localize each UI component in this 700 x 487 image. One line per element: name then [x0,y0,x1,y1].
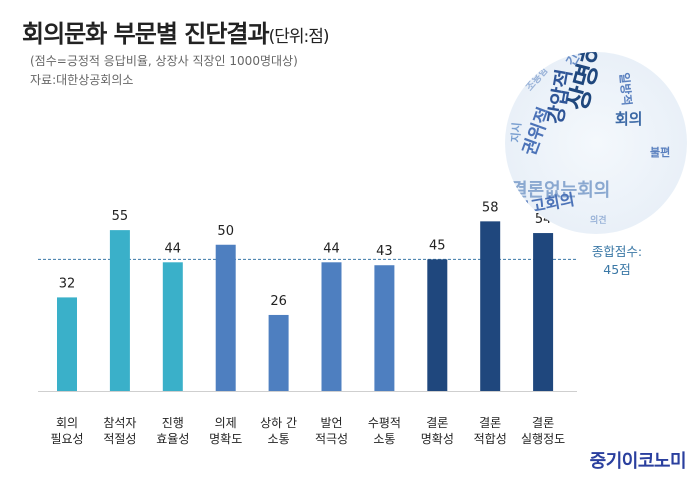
chart-subtitle: (점수=긍정적 응답비율, 상장사 직장인 1000명대상) [30,54,298,68]
average-value-label: 45점 [603,262,630,277]
category-label: 소통 [268,432,290,446]
bar [57,297,77,391]
category-label: 회의 [56,416,78,430]
data-label: 50 [217,224,234,239]
word-cloud-word: 의견 [590,216,607,226]
chart-source: 자료:대한상공회의소 [30,73,134,87]
data-label: 45 [429,238,446,253]
data-label: 26 [270,294,287,309]
category-label: 진행 [162,415,184,430]
category-label: 명확도 [209,432,242,446]
category-label: 필요성 [50,432,83,446]
brand-logo: 중기이코노미 [589,451,687,472]
bar [427,259,448,391]
category-label: 적합성 [474,432,507,446]
word-cloud-image: 권위적강압적상명하달결론없는회의보고회의긴회의시간일방적지시불편조용함회의의견 [505,52,687,234]
bar [268,314,289,391]
word-cloud-word: 불편 [650,146,671,159]
data-label: 44 [165,241,182,256]
category-label: 수평적 [368,416,401,430]
data-label: 32 [59,276,76,291]
data-label: 44 [323,241,340,256]
data-label: 58 [482,200,499,215]
category-label: 소통 [373,432,395,446]
word-cloud-word: 일방적 [617,71,634,107]
category-label: 결론 [479,416,501,430]
chart-title-text: 회의문화 부문별 진단결과 [22,20,270,48]
bar [374,265,395,391]
category-label: 의제 [215,416,237,430]
category-label: 결론 [426,416,448,430]
bar [533,233,554,391]
category-label: 상하 간 [260,416,297,430]
category-label: 효율성 [156,432,189,446]
data-label: 55 [112,209,129,224]
chart-title: 회의문화 부문별 진단결과(단위:점) [22,14,330,49]
category-label: 발언 [320,416,342,430]
category-label: 적절성 [103,432,136,446]
category-label: 결론 [532,416,554,430]
word-cloud-word: 회의 [615,110,643,128]
bar [480,221,501,391]
category-label: 명확성 [421,432,454,446]
data-label: 43 [376,244,393,259]
category-label: 적극성 [315,432,348,446]
category-label: 참석자 [103,416,136,430]
category-label: 실행정도 [521,431,565,446]
bar [215,244,236,391]
bar [321,262,342,391]
word-cloud-word: 지시 [509,121,524,144]
average-label: 종합점수: [592,244,642,259]
bar [162,262,183,391]
chart-unit: (단위:점) [268,27,330,47]
bar [109,230,130,391]
word-cloud-word: 결론없는회의 [511,180,611,201]
